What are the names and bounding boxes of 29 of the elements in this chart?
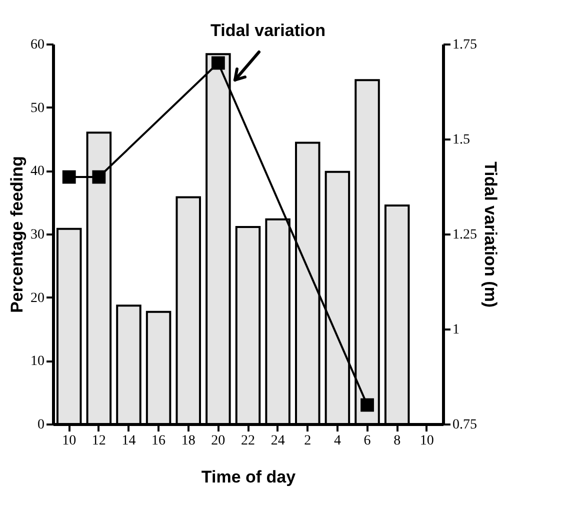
x-tick-label: 10	[420, 434, 434, 448]
x-tick-label: 18	[181, 434, 196, 448]
y-tick-label: 0	[38, 418, 44, 432]
x-tick-label: 2	[304, 434, 312, 448]
y-tick-label: 60	[30, 38, 44, 52]
y-tick-label: 30	[30, 228, 44, 242]
y2-tick-label: 1	[452, 322, 460, 338]
y2-tick-label: 0.75	[452, 418, 477, 432]
x-tick-label: 20	[211, 434, 226, 448]
y-tick-label: 10	[30, 354, 44, 370]
y-tick-label: 20	[30, 290, 44, 306]
y2-tick-label: 1.75	[452, 38, 477, 52]
y2-tick-label: 1.25	[452, 228, 477, 242]
x-tick-label: 4	[334, 434, 341, 448]
x-tick-label: 10	[62, 434, 76, 448]
x-tick-label: 24	[270, 434, 285, 448]
x-tick-label: 16	[152, 434, 166, 448]
x-tick-label: 6	[364, 434, 371, 448]
x-axis-title: Time of day	[201, 468, 296, 486]
x-tick-label: 14	[122, 434, 136, 448]
y-tick-label: 50	[30, 100, 44, 116]
y2-axis-title: Tidal variation (m)	[481, 161, 500, 308]
x-tick-label: 22	[241, 434, 255, 448]
y-axis-title: Percentage feeding	[8, 156, 26, 313]
text: Tidal variation	[210, 21, 326, 40]
x-tick-label: 8	[394, 434, 401, 448]
y-tick-label: 40	[30, 164, 44, 180]
x-tick-label: 12	[92, 434, 106, 448]
y2-tick-label: 1.5	[452, 132, 470, 148]
